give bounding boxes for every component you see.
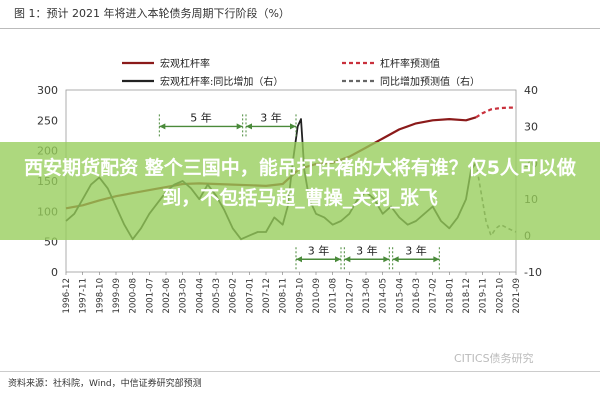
annotation-label: 5 年 — [190, 110, 212, 124]
arrowhead-right — [433, 256, 440, 263]
x-tick-label: 1996-12 — [62, 278, 72, 314]
x-tick-label: 2018-01 — [445, 278, 455, 314]
x-tick-label: 2012-07 — [345, 278, 355, 314]
arrowhead-right — [236, 123, 243, 130]
y-right-tick-label: 30 — [524, 120, 538, 133]
x-tick-label: 2007-12 — [262, 278, 272, 314]
x-tick-label: 2014-05 — [379, 278, 389, 314]
overlay-banner — [0, 142, 600, 240]
x-tick-label: 2002-06 — [162, 278, 172, 314]
x-tick-label: 2010-09 — [312, 278, 322, 314]
arrowhead-right — [335, 256, 341, 263]
y-right-tick-label: 40 — [524, 84, 538, 97]
legend-label: 宏观杠杆率:同比增加（右） — [160, 75, 283, 88]
x-tick-label: 2019-11 — [479, 278, 489, 314]
x-tick-label: 2015-04 — [395, 278, 405, 314]
x-tick-label: 2004-04 — [195, 278, 205, 314]
annotation-label: 3 年 — [308, 243, 330, 257]
x-tick-label: 2011-08 — [329, 278, 339, 314]
x-tick-label: 1998-10 — [95, 278, 105, 314]
arrowhead-left — [296, 256, 302, 263]
x-tick-label: 2003-05 — [179, 278, 189, 314]
y-left-tick-label: 0 — [51, 266, 58, 279]
chart-title: 图 1：预计 2021 年将进入本轮债务周期下行阶段（%） — [14, 7, 290, 20]
annotation-label: 3 年 — [356, 243, 378, 257]
x-tick-label: 2007-01 — [245, 278, 255, 314]
series-line — [475, 106, 516, 119]
arrowhead-left — [159, 123, 166, 130]
title-divider — [0, 28, 600, 29]
x-tick-label: 1997-11 — [79, 278, 89, 314]
x-tick-label: 2021-09 — [512, 278, 522, 314]
annotations-group: 5 年 3 年 3 年 3 年 3 年 — [158, 110, 440, 272]
annotation-label: 3 年 — [405, 243, 427, 257]
source-note: 资料来源：社科院，Wind，中信证券研究部预测 — [8, 379, 202, 389]
footer-divider — [0, 371, 600, 372]
arrowhead-left — [344, 256, 351, 263]
arrowhead-right — [290, 123, 296, 130]
x-tick-label: 2020-10 — [495, 278, 505, 314]
y-right-tick-label: -10 — [524, 266, 542, 279]
x-tick-label: 2005-03 — [212, 278, 222, 314]
y-left-tick-label: 250 — [37, 114, 58, 127]
x-tick-label: 2018-12 — [462, 278, 472, 314]
watermark: CITICS债务研究 — [454, 352, 534, 365]
x-tick-label: 2013-06 — [362, 278, 372, 314]
arrowhead-right — [383, 256, 390, 263]
legend-label: 杠杆率预测值 — [380, 57, 440, 70]
banner-text: 西安期货配资 整个三国中，能吊打许褚的大将有谁？仅5人可以做到，不包括马超_曹操… — [24, 157, 576, 209]
x-tick-label: 2016-03 — [412, 278, 422, 314]
annotation-label: 3 年 — [260, 110, 282, 124]
legend-label: 宏观杠杆率 — [160, 57, 210, 70]
legend-label: 同比增加预测值（右） — [380, 75, 480, 88]
arrowhead-left — [246, 123, 252, 130]
x-tick-label: 1999-09 — [112, 278, 122, 314]
y-left-tick-label: 300 — [37, 84, 58, 97]
x-tick-label: 2000-08 — [129, 278, 139, 314]
arrowhead-left — [392, 256, 399, 263]
x-tick-label: 2006-02 — [229, 278, 239, 314]
x-tick-label: 2001-07 — [145, 278, 155, 314]
x-tick-label: 2008-11 — [279, 278, 289, 314]
x-tick-label: 2009-10 — [295, 278, 305, 314]
x-tick-label: 2017-02 — [429, 278, 439, 314]
